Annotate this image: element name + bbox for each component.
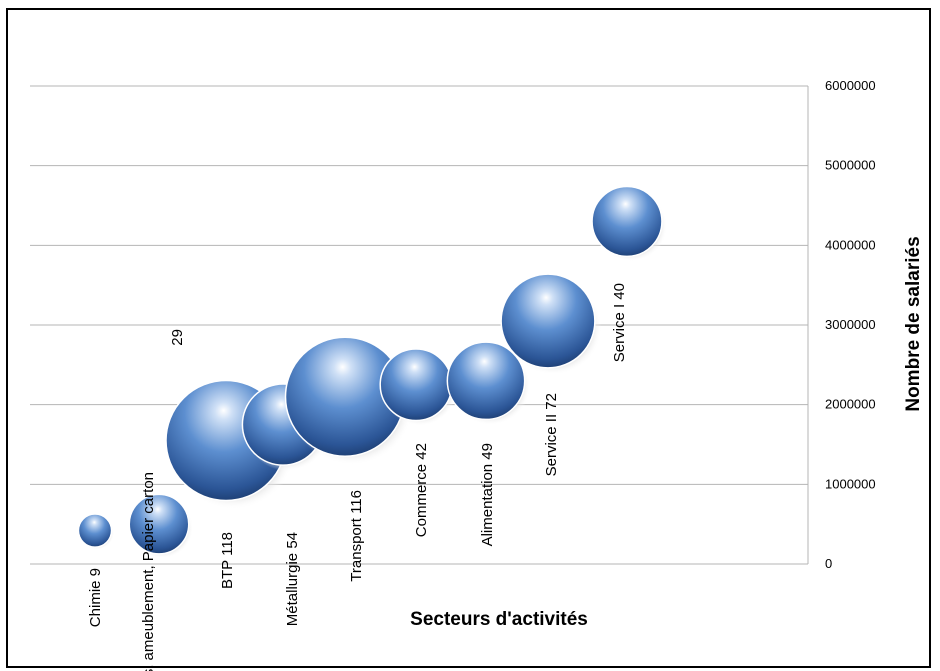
data-label: Service II 72	[543, 393, 560, 476]
y-tick-label: 4000000	[825, 237, 876, 252]
data-label: Chimie 9	[87, 568, 104, 627]
data-label: Métallurgie 54	[284, 532, 301, 626]
data-label: BTP 118	[219, 532, 236, 589]
data-label: Bois, ameublement, Papier carton	[140, 472, 157, 671]
bubble	[446, 341, 526, 421]
bubble	[77, 513, 113, 548]
y-tick-label: 3000000	[825, 317, 876, 332]
y-axis-title: Nombre de salariés	[903, 236, 924, 411]
data-labels: Chimie 9 Bois, ameublement, Papier carton…	[87, 283, 628, 671]
bubble	[128, 493, 190, 555]
y-tick-label: 5000000	[825, 158, 876, 173]
data-label: 29	[169, 329, 186, 346]
y-tick-label: 0	[825, 556, 832, 571]
x-axis-title: Secteurs d'activités	[410, 609, 588, 630]
data-label: Alimentation 49	[479, 443, 496, 546]
y-tick-label: 6000000	[825, 78, 876, 93]
bubbles	[77, 185, 668, 559]
y-tick-label: 2000000	[825, 397, 876, 412]
gridlines	[30, 85, 808, 565]
y-axis: 0 1000000 2000000 3000000 4000000 5000000 6000…	[807, 78, 876, 571]
data-label: Service I 40	[611, 283, 628, 362]
bubble	[500, 273, 596, 369]
data-label: Commerce 42	[413, 443, 430, 537]
bubble	[379, 348, 453, 422]
data-label: Transport 116	[348, 490, 365, 582]
y-tick-label: 1000000	[825, 476, 876, 491]
bubble	[591, 185, 663, 258]
